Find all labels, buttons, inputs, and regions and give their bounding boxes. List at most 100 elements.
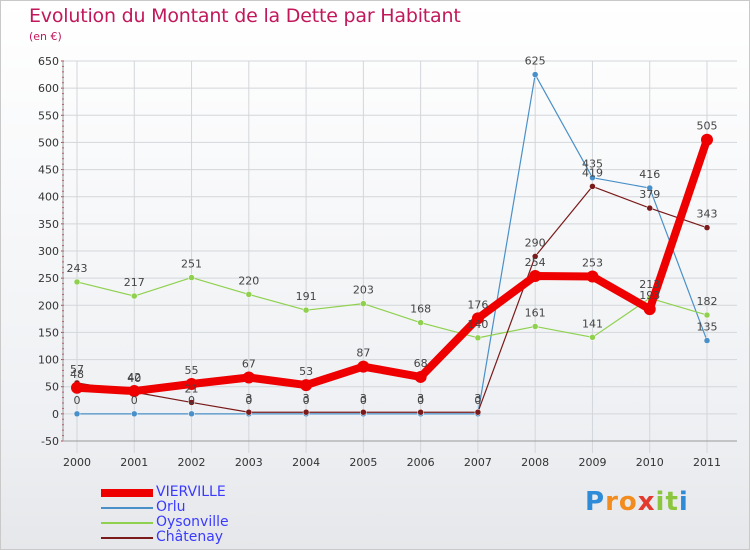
x-tick-label: 2011: [693, 456, 721, 469]
logo-letter: P: [585, 487, 606, 517]
y-tick-label: 300: [38, 245, 59, 258]
data-point-chtenay: [474, 408, 482, 416]
x-tick-label: 2000: [63, 456, 91, 469]
y-tick-label: 500: [38, 136, 59, 149]
data-point-oysonville: [531, 323, 539, 330]
data-label-orlu: 0: [245, 394, 252, 407]
data-point-vierville: [300, 379, 313, 392]
data-point-chtenay: [703, 224, 711, 231]
data-label-chtenay: 290: [525, 236, 546, 249]
data-point-oysonville: [131, 292, 138, 300]
data-label-vierville: 53: [299, 365, 313, 378]
logo-letter: t: [665, 487, 679, 517]
y-tick-label: 0: [52, 408, 59, 421]
data-label-vierville: 48: [70, 368, 84, 381]
data-point-orlu: [73, 410, 81, 418]
data-point-chtenay: [417, 408, 424, 416]
y-tick-label: 50: [45, 381, 59, 394]
data-label-vierville: 193: [639, 289, 660, 302]
data-point-orlu: [589, 174, 596, 181]
data-label-orlu: 0: [303, 394, 310, 407]
data-label-oysonville: 220: [238, 274, 259, 287]
data-label-vierville: 176: [467, 298, 488, 311]
data-point-chtenay: [646, 204, 653, 212]
data-label-oysonville: 213: [639, 278, 660, 291]
data-point-orlu: [188, 410, 195, 418]
data-label-oysonville: 161: [525, 306, 546, 319]
x-tick-label: 2009: [578, 456, 606, 469]
data-point-oysonville: [360, 300, 367, 307]
data-label-chtenay: 3: [245, 392, 252, 405]
data-label-orlu: 135: [697, 321, 718, 334]
data-label-chtenay: 343: [697, 208, 718, 221]
series-line-vierville: [73, 135, 711, 396]
data-label-vierville: 505: [697, 120, 718, 133]
x-tick-label: 2008: [521, 456, 549, 469]
legend-swatch: [101, 507, 153, 509]
data-label-chtenay: 3: [360, 392, 367, 405]
x-tick-label: 2004: [292, 456, 320, 469]
data-label-chtenay: 3: [303, 392, 310, 405]
y-tick-label: 600: [38, 82, 59, 95]
data-label-orlu: 435: [582, 158, 603, 171]
data-label-chtenay: 419: [582, 166, 603, 179]
data-label-oysonville: 140: [467, 318, 488, 331]
data-label-oysonville: 141: [582, 317, 603, 330]
data-point-chtenay: [589, 183, 596, 190]
y-tick-label: 550: [38, 109, 59, 122]
data-label-vierville: 87: [356, 347, 370, 360]
legend-swatch: [101, 537, 153, 539]
data-point-orlu: [646, 184, 653, 192]
data-label-orlu: 416: [639, 168, 660, 181]
data-point-oysonville: [245, 291, 253, 298]
legend-swatch: [101, 489, 153, 497]
chart-title: Evolution du Montant de la Dette par Hab…: [29, 5, 461, 27]
data-label-orlu: 0: [188, 394, 195, 407]
data-label-vierville: 254: [525, 256, 546, 269]
legend-label: Orlu: [156, 499, 186, 515]
data-label-oysonville: 182: [697, 295, 718, 308]
x-tick-label: 2006: [407, 456, 435, 469]
data-label-chtenay: 379: [639, 188, 660, 201]
data-label-oysonville: 243: [67, 262, 88, 275]
series-line-orlu: [76, 73, 708, 415]
series-line-oysonville: [76, 277, 708, 339]
data-point-oysonville: [474, 334, 482, 342]
x-tick-label: 2005: [349, 456, 377, 469]
logo-letter: i: [655, 487, 666, 517]
x-tick-label: 2002: [178, 456, 206, 469]
data-point-chtenay: [531, 253, 539, 260]
logo-letter: i: [678, 487, 689, 517]
data-point-vierville: [586, 270, 599, 283]
data-label-chtenay: 21: [185, 382, 199, 395]
data-label-chtenay: 57: [70, 363, 84, 376]
data-point-vierville: [529, 269, 542, 282]
series-line-chtenay: [76, 185, 708, 413]
data-label-orlu: 0: [474, 394, 481, 407]
data-label-oysonville: 191: [296, 290, 317, 303]
proxiti-logo: Proxiti: [585, 487, 689, 517]
data-label-oysonville: 168: [410, 303, 431, 316]
logo-letter: o: [618, 487, 638, 517]
y-tick-label: 650: [38, 55, 59, 68]
data-point-orlu: [531, 71, 539, 78]
data-point-oysonville: [703, 311, 711, 319]
data-point-orlu: [131, 410, 138, 418]
chart-unit: (en €): [29, 30, 62, 43]
data-label-oysonville: 251: [181, 258, 202, 271]
data-label-vierville: 68: [414, 357, 428, 370]
data-point-oysonville: [417, 319, 424, 326]
data-point-oysonville: [302, 306, 310, 314]
data-label-vierville: 67: [242, 357, 256, 370]
data-label-orlu: 0: [360, 394, 367, 407]
data-label-vierville: 55: [185, 364, 199, 377]
data-label-orlu: 0: [131, 394, 138, 407]
data-point-chtenay: [188, 399, 195, 406]
data-label-vierville: 42: [127, 371, 141, 384]
data-point-chtenay: [302, 408, 310, 416]
data-label-vierville: 253: [582, 257, 603, 270]
data-point-vierville: [643, 303, 656, 316]
data-label-chtenay: 40: [127, 372, 141, 385]
data-point-vierville: [414, 370, 427, 383]
